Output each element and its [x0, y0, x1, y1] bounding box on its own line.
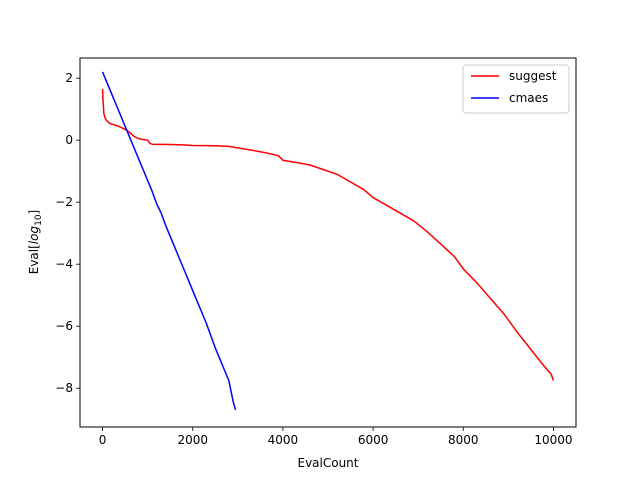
y-tick-label: 2 [65, 71, 73, 85]
plot-frame [79, 57, 577, 428]
plot-area [80, 58, 576, 427]
series-line-cmaes [101, 71, 237, 411]
x-tick-label: 0 [99, 433, 107, 447]
legend-box [462, 64, 570, 114]
series-layer [101, 71, 555, 411]
y-tick-label: −4 [55, 257, 73, 271]
x-tick-label: 6000 [358, 433, 389, 447]
y-axis-ticks: 2 0 −2 −4 −6 −8 [55, 71, 80, 395]
x-axis-ticks: 0 2000 4000 6000 8000 10000 [99, 427, 573, 447]
y-axis-label: Eval[log10] [27, 210, 44, 275]
x-axis-label: EvalCount [297, 456, 358, 470]
y-tick-label: −2 [55, 195, 73, 209]
x-tick-label: 10000 [534, 433, 572, 447]
x-tick-label: 8000 [448, 433, 479, 447]
legend-label-cmaes: cmaes [509, 91, 548, 105]
x-tick-label: 2000 [177, 433, 208, 447]
y-tick-label: 0 [65, 133, 73, 147]
legend: suggest cmaes [462, 64, 570, 114]
legend-label-suggest: suggest [509, 69, 557, 83]
series-line-suggest [101, 88, 555, 381]
y-tick-label: −6 [55, 319, 73, 333]
x-tick-label: 4000 [268, 433, 299, 447]
y-tick-label: −8 [55, 381, 73, 395]
